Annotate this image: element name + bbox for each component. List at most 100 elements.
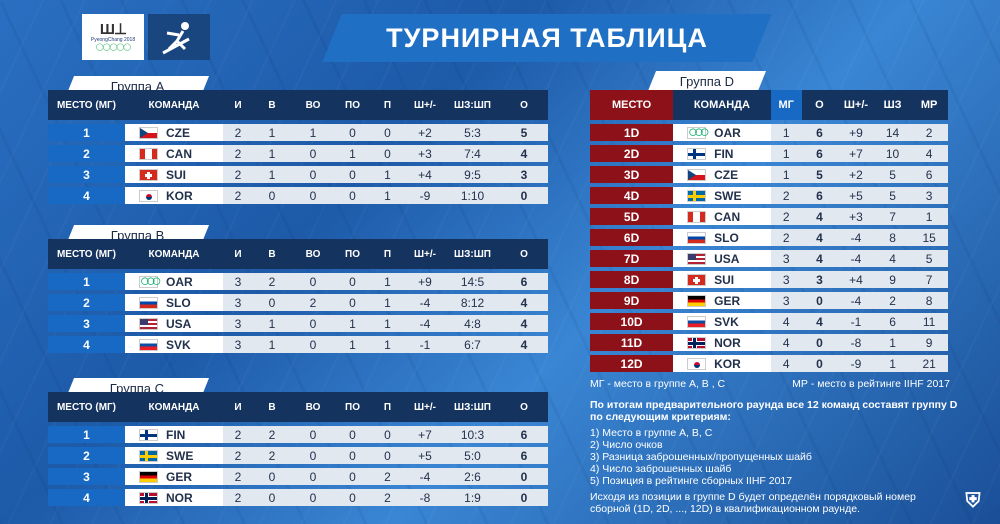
goal-diff-cell: +7 xyxy=(405,426,445,443)
goal-diff-cell: +4 xyxy=(837,271,875,288)
team-code: USA xyxy=(166,316,192,331)
goals-cell: 7:4 xyxy=(445,145,500,162)
table-row: 3 USA 3 1 0 1 1 -4 4:8 4 xyxy=(48,315,548,332)
page-title: Турнирная таблица xyxy=(386,22,708,53)
place-cell: 3 xyxy=(48,315,125,332)
ot-wins-cell: 0 xyxy=(291,166,335,183)
goal-diff-cell: -4 xyxy=(837,292,875,309)
wins-cell: 0 xyxy=(253,468,291,485)
team-code: OAR xyxy=(714,125,741,140)
table-row: 4 SVK 3 1 0 1 1 -1 6:7 4 xyxy=(48,336,548,353)
team-code: CAN xyxy=(714,209,741,224)
col-otw: ВО xyxy=(291,90,335,120)
goals-cell: 9:5 xyxy=(445,166,500,183)
ot-losses-cell: 1 xyxy=(335,315,370,332)
team-code: NOR xyxy=(166,490,193,505)
notes-intro: По итогам предварительного раунда все 12… xyxy=(590,399,958,423)
table-row: 5D CAN 2 4 +3 7 1 xyxy=(590,208,948,225)
ot-wins-cell: 0 xyxy=(291,315,335,332)
place-cell: 12D xyxy=(590,355,674,372)
place-cell: 2 xyxy=(48,294,125,311)
mg-cell: 3 xyxy=(770,292,802,309)
place-cell: 1 xyxy=(48,124,125,141)
col-mg: МГ xyxy=(770,90,802,120)
khl-logo-icon: ⛨ xyxy=(965,490,981,512)
goals-cell: 6:7 xyxy=(445,336,500,353)
goals-for-cell: 1 xyxy=(874,355,911,372)
points-cell: 3 xyxy=(801,271,838,288)
points-cell: 5 xyxy=(500,124,548,141)
col-otl: ПО xyxy=(335,239,370,269)
mg-cell: 3 xyxy=(770,250,802,267)
team-code: NOR xyxy=(714,335,741,350)
goal-diff-cell: +4 xyxy=(405,166,445,183)
points-cell: 0 xyxy=(801,355,838,372)
flag-fin-icon xyxy=(687,148,707,161)
goals-cell: 5:3 xyxy=(445,124,500,141)
wins-cell: 0 xyxy=(253,187,291,204)
col-w: В xyxy=(253,90,291,120)
losses-cell: 0 xyxy=(370,447,405,464)
goals-for-cell: 8 xyxy=(874,229,911,246)
losses-cell: 2 xyxy=(370,489,405,506)
points-cell: 4 xyxy=(500,336,548,353)
goals-cell: 1:9 xyxy=(445,489,500,506)
goal-diff-cell: +7 xyxy=(837,145,875,162)
col-diff: Ш+/- xyxy=(405,239,445,269)
col-g: И xyxy=(223,239,253,269)
table-row: 1 FIN 2 2 0 0 0 +7 10:3 6 xyxy=(48,426,548,443)
losses-cell: 0 xyxy=(370,124,405,141)
goal-diff-cell: -1 xyxy=(837,313,875,330)
goal-diff-cell: -4 xyxy=(405,315,445,332)
losses-cell: 1 xyxy=(370,336,405,353)
col-diff: Ш+/- xyxy=(837,90,875,120)
goals-cell: 4:8 xyxy=(445,315,500,332)
mg-cell: 4 xyxy=(770,355,802,372)
rank-cell: 7 xyxy=(910,271,948,288)
goal-diff-cell: -4 xyxy=(405,468,445,485)
notes-item: 5) Позиция в рейтинге сборных IIHF 2017 xyxy=(590,475,793,487)
legend-line: МГ - место в группе А, В , С МР - место … xyxy=(590,378,950,390)
team-cell: FIN xyxy=(125,426,223,443)
flag-swe-icon xyxy=(139,450,158,463)
losses-cell: 1 xyxy=(370,187,405,204)
goals-for-cell: 5 xyxy=(874,166,911,183)
team-code: GER xyxy=(714,293,741,308)
flag-svk-icon xyxy=(687,316,707,329)
games-cell: 2 xyxy=(223,489,253,506)
ot-losses-cell: 1 xyxy=(335,336,370,353)
ot-losses-cell: 0 xyxy=(335,187,370,204)
points-cell: 4 xyxy=(500,145,548,162)
flag-sui-icon xyxy=(687,274,707,287)
ot-losses-cell: 0 xyxy=(335,468,370,485)
wins-cell: 0 xyxy=(253,294,291,311)
table-row: 2 SLO 3 0 2 0 1 -4 8:12 4 xyxy=(48,294,548,311)
flag-usa-icon xyxy=(687,253,707,266)
points-cell: 5 xyxy=(801,166,838,183)
col-place: МЕСТО (МГ) xyxy=(48,239,125,269)
goal-diff-cell: -9 xyxy=(405,187,445,204)
rank-cell: 21 xyxy=(910,355,948,372)
points-cell: 6 xyxy=(801,145,838,162)
col-diff: Ш+/- xyxy=(405,90,445,120)
group-d-table: МЕСТО КОМАНДА МГ О Ш+/- ШЗ МР 1D ◯◯◯ OAR … xyxy=(590,86,948,376)
goal-diff-cell: -9 xyxy=(837,355,875,372)
team-cell: GER xyxy=(125,468,223,485)
games-cell: 3 xyxy=(223,294,253,311)
flag-cze-icon xyxy=(139,127,158,140)
team-cell: SLO xyxy=(125,294,223,311)
table-row: 2 CAN 2 1 0 1 0 +3 7:4 4 xyxy=(48,145,548,162)
goals-cell: 10:3 xyxy=(445,426,500,443)
mg-cell: 3 xyxy=(770,271,802,288)
mg-cell: 4 xyxy=(770,313,802,330)
place-cell: 8D xyxy=(590,271,674,288)
group-table: МЕСТО (МГ) КОМАНДА И В ВО ПО П Ш+/- ШЗ:ШП О 1 ◯◯◯… xyxy=(48,235,548,357)
team-code: KOR xyxy=(714,356,741,371)
pyeongchang-emblem: Ш⊥ xyxy=(99,21,127,38)
wins-cell: 1 xyxy=(253,124,291,141)
place-cell: 10D xyxy=(590,313,674,330)
notes-item: 4) Число заброшенных шайб xyxy=(590,463,732,475)
points-cell: 4 xyxy=(801,250,838,267)
team-cell: SUI xyxy=(125,166,223,183)
team-code: FIN xyxy=(166,427,186,442)
